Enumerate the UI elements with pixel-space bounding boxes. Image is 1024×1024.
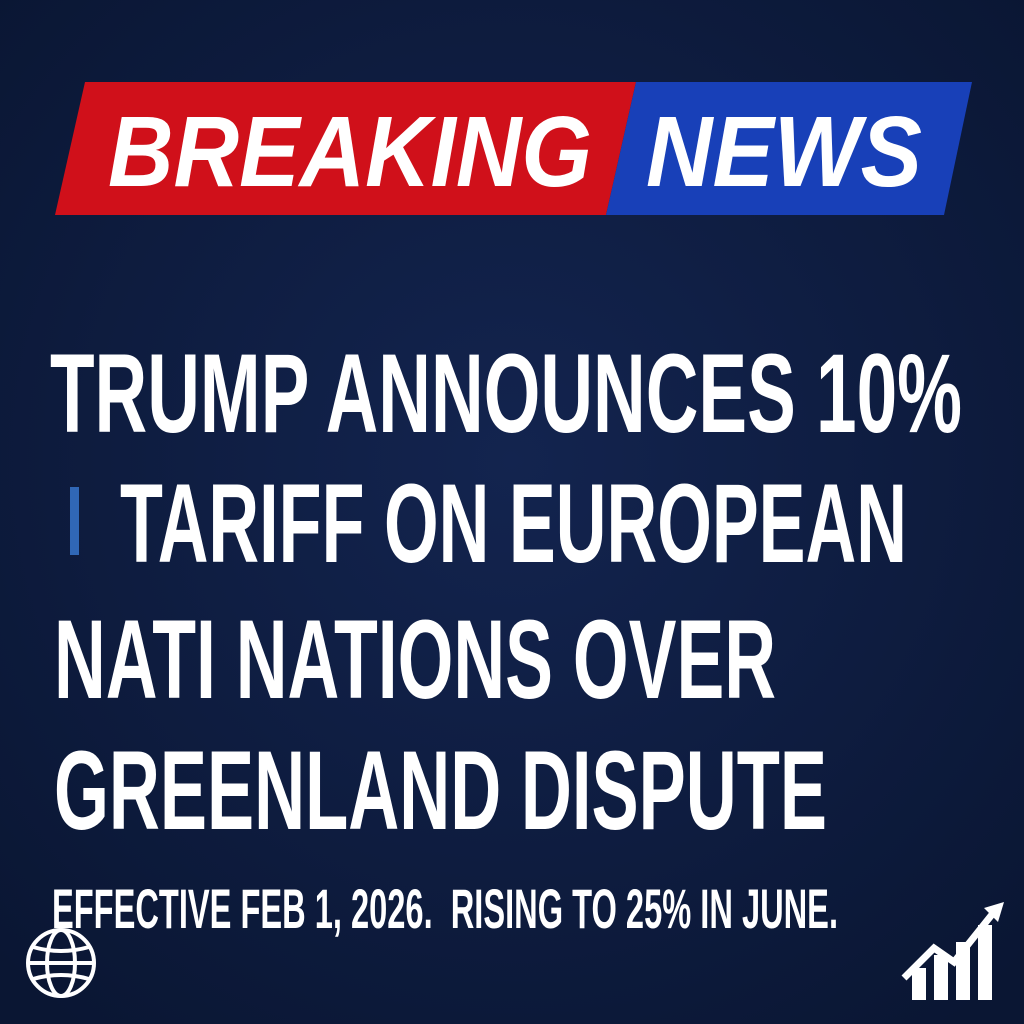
chart-icon xyxy=(901,902,1004,1000)
headline-line: NATI NATIONS OVER xyxy=(54,597,776,722)
banner-red xyxy=(55,82,636,215)
banner-blue xyxy=(606,82,972,215)
glitch-bar xyxy=(70,487,79,555)
headline-line: GREENLAND DISPUTE xyxy=(54,728,827,853)
globe-icon xyxy=(26,928,96,998)
banner-right-text: NEWS xyxy=(646,96,922,208)
headline-line: TARIFF ON EUROPEAN xyxy=(120,461,907,586)
banner-left-text: BREAKING xyxy=(108,96,592,208)
headline-line: TRUMP ANNOUNCES 10% xyxy=(50,331,962,456)
subline: EFFECTIVE FEB 1, 2026. RISING TO 25% IN … xyxy=(52,877,838,940)
